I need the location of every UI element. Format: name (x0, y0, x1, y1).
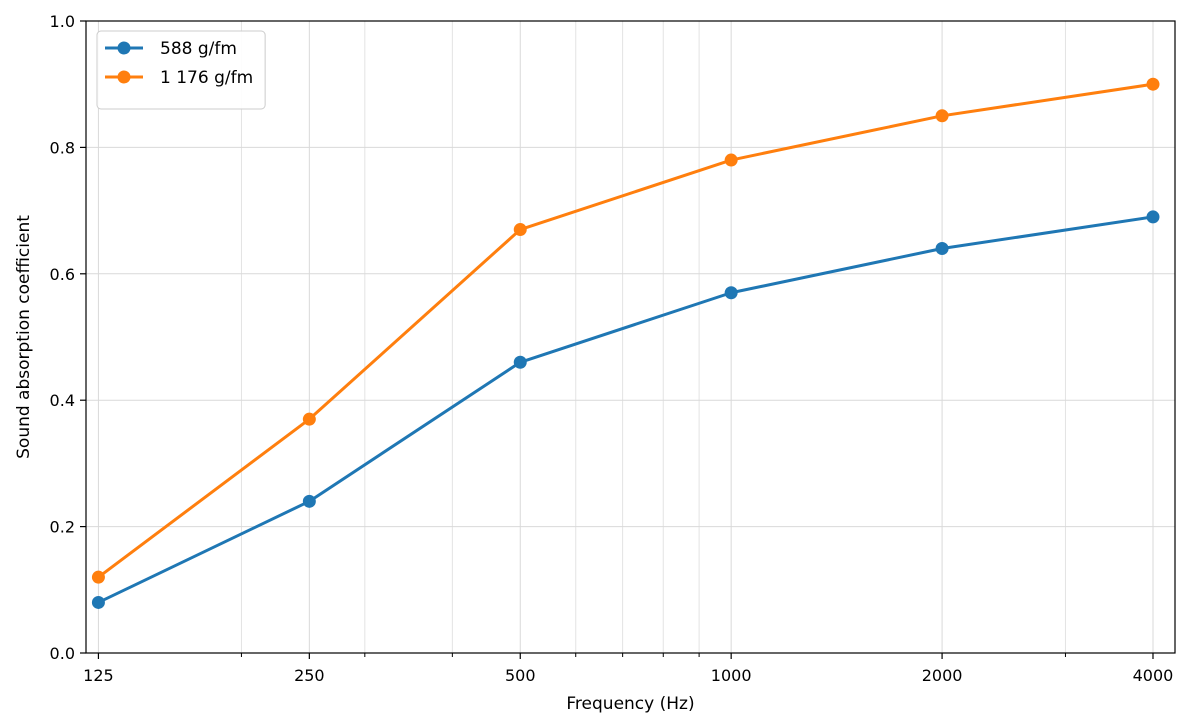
y-tick-label: 0.2 (50, 518, 75, 537)
data-point-series-1 (724, 286, 738, 300)
x-tick-label: 1000 (711, 666, 752, 685)
data-point-series-2 (91, 570, 105, 584)
legend-marker (117, 70, 131, 84)
y-tick-label: 0.8 (50, 138, 75, 157)
y-tick-label: 0.6 (50, 265, 75, 284)
data-point-series-2 (724, 153, 738, 167)
series-line-2 (97, 82, 1154, 579)
legend-marker (117, 41, 131, 55)
legend-label: 588 g/fm (160, 39, 237, 59)
series-line-1 (97, 215, 1154, 604)
legend: 588 g/fm 1 176 g/fm (96, 30, 266, 110)
data-point-series-2 (513, 223, 527, 237)
axes: 125 250 500 1000 2000 4000 0.0 0.2 0.4 0.6 0.8 1.0 (50, 12, 1176, 685)
data-point-series-1 (91, 595, 105, 609)
x-tick-label: 500 (505, 666, 536, 685)
data-point-series-2 (302, 412, 316, 426)
data-point-series-1 (513, 355, 527, 369)
y-tick-label: 0.0 (50, 644, 75, 663)
data-point-series-2 (935, 109, 949, 123)
x-axis-title: Frequency (Hz) (566, 694, 694, 714)
x-tick-label: 4000 (1133, 666, 1174, 685)
y-tick-label: 0.4 (50, 391, 75, 410)
data-point-series-1 (935, 242, 949, 256)
x-tick-label: 2000 (922, 666, 963, 685)
data-point-series-1 (302, 494, 316, 508)
data-point-series-2 (1146, 77, 1160, 91)
y-axis-title: Sound absorption coefficient (14, 215, 34, 459)
x-tick-label: 250 (294, 666, 325, 685)
y-tick-label: 1.0 (50, 12, 75, 31)
series (91, 77, 1160, 609)
data-point-series-1 (1146, 210, 1160, 224)
legend-label: 1 176 g/fm (160, 68, 253, 88)
x-tick-label: 125 (83, 666, 114, 685)
legend-box (96, 30, 266, 110)
plot-frame (85, 20, 1176, 654)
